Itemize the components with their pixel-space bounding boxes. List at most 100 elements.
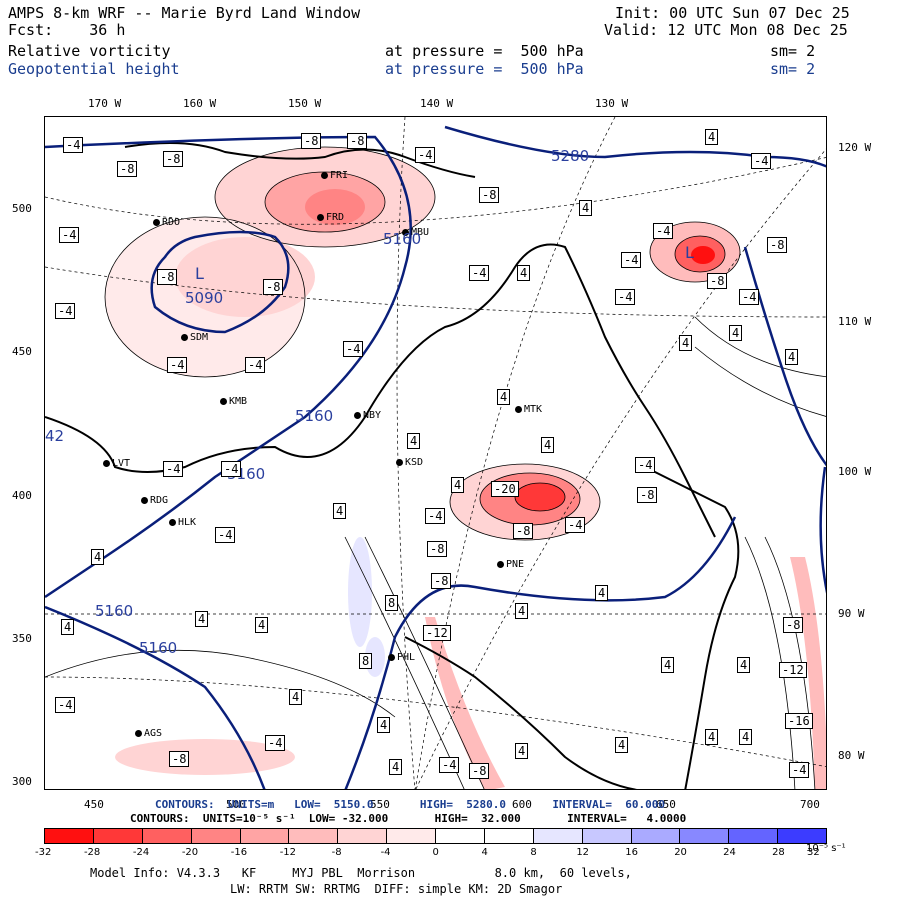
station-marker: KSD: [396, 457, 423, 468]
contour-label: -4: [751, 153, 772, 169]
colorbar-segment: [240, 829, 290, 843]
contour-label: -4: [425, 508, 446, 524]
contour-label: 4: [517, 265, 531, 281]
field2-name: Geopotential height: [8, 60, 180, 78]
lon-label-right: 80 W: [838, 749, 865, 762]
field1-level: at pressure = 500 hPa: [385, 42, 584, 60]
contour-label: 4: [515, 743, 529, 759]
y-tick: 450: [12, 345, 32, 358]
contour-label: -8: [431, 573, 452, 589]
contour-label: 4: [515, 603, 529, 619]
y-tick: 300: [12, 775, 32, 788]
height-label: 5280: [551, 147, 590, 165]
y-tick: 350: [12, 632, 32, 645]
colorbar-tick-label: 32: [807, 847, 820, 858]
init-time: Init: 00 UTC Sun 07 Dec 25: [615, 4, 850, 22]
contour-label: -8: [637, 487, 658, 503]
colorbar-tick-label: -24: [132, 847, 150, 858]
contour-info-height: CONTOURS: UNITS=m LOW= 5150.0 HIGH= 5280…: [155, 798, 665, 811]
contour-label: -8: [301, 133, 322, 149]
contour-label: -4: [621, 252, 642, 268]
lon-label: 160 W: [183, 97, 217, 110]
contour-label: -16: [785, 713, 813, 729]
contour-label: -4: [167, 357, 188, 373]
contour-label: -8: [163, 151, 184, 167]
station-marker: NBY: [354, 410, 381, 421]
colorbar-segment: [142, 829, 192, 843]
map-panel: RDO FRI FRD MBU SDM KMB NBY MTK LVT KSD …: [44, 116, 827, 790]
contour-label: 4: [615, 737, 629, 753]
lon-label-right: 100 W: [838, 465, 872, 478]
station-marker: KMB: [220, 396, 247, 407]
contour-label: -4: [439, 757, 460, 773]
colorbar-tick-label: -20: [181, 847, 199, 858]
colorbar-tick-label: -32: [35, 847, 52, 858]
contour-label: -8: [117, 161, 138, 177]
colorbar-tick-label: 24: [723, 847, 736, 858]
chart-title: AMPS 8-km WRF -- Marie Byrd Land Window: [8, 4, 361, 22]
colorbar-segment: [289, 829, 339, 843]
lon-label-right: 120 W: [838, 141, 872, 154]
contour-label: -4: [635, 457, 656, 473]
contour-label: -4: [63, 137, 84, 153]
contour-label: -8: [263, 279, 284, 295]
contour-label: -4: [615, 289, 636, 305]
contour-label: -8: [513, 523, 534, 539]
contour-label: -4: [59, 227, 80, 243]
colorbar-tick-label: -28: [83, 847, 101, 858]
colorbar-tick-label: 4: [481, 847, 488, 858]
contour-label: 4: [289, 689, 303, 705]
x-tick: 700: [800, 798, 820, 811]
forecast-hour: Fcst: 36 h: [8, 21, 126, 39]
colorbar-segment: [582, 829, 632, 843]
field1-smoothing: sm= 2: [770, 42, 816, 60]
contour-label: -8: [347, 133, 368, 149]
model-info: Model Info: V4.3.3 KF MYJ PBL Morrison 8…: [90, 866, 632, 880]
contour-label: 4: [497, 389, 511, 405]
contour-label: 4: [705, 129, 719, 145]
contour-label: 4: [739, 729, 753, 745]
contour-label: -8: [169, 751, 190, 767]
station-marker: SDM: [181, 332, 208, 343]
contour-label: -12: [779, 662, 807, 678]
colorbar-segment: [533, 829, 583, 843]
height-label: 5160: [139, 639, 178, 657]
colorbar-tick-label: -12: [279, 847, 297, 858]
station-marker: FRI: [321, 170, 348, 181]
contour-label: -8: [783, 617, 804, 633]
contour-label: -12: [423, 625, 451, 641]
colorbar-tick-label: -8: [331, 847, 342, 858]
contour-label: 4: [729, 325, 743, 341]
contour-label: -4: [469, 265, 490, 281]
station-marker: RDO: [153, 217, 180, 228]
x-tick: 650: [656, 798, 676, 811]
colorbar-segment: [729, 829, 779, 843]
station-marker: LVT: [103, 458, 130, 469]
contour-label: -4: [215, 527, 236, 543]
lon-label-right: 90 W: [838, 607, 865, 620]
colorbar-segment: [338, 829, 388, 843]
low-pressure-marker: L: [685, 243, 694, 262]
station-marker: AGS: [135, 728, 162, 739]
colorbar-segment: [45, 829, 94, 843]
contour-label: -4: [221, 461, 242, 477]
contour-label: 4: [91, 549, 105, 565]
colorbar-tick-label: 16: [625, 847, 638, 858]
field2-smoothing: sm= 2: [770, 60, 816, 78]
y-tick: 500: [12, 202, 32, 215]
contour-label: 4: [595, 585, 609, 601]
x-tick: 550: [370, 798, 390, 811]
contour-label: 4: [679, 335, 693, 351]
x-tick: 600: [512, 798, 532, 811]
vorticity-shading: [105, 147, 826, 789]
graticule: [45, 117, 826, 789]
colorbar-tick-label: 20: [674, 847, 687, 858]
contour-label: -4: [739, 289, 760, 305]
field2-level: at pressure = 500 hPa: [385, 60, 584, 78]
contour-label: 4: [377, 717, 391, 733]
station-marker: RDG: [141, 495, 168, 506]
contour-label: -4: [55, 303, 76, 319]
contour-label: -4: [245, 357, 266, 373]
lon-label: 140 W: [420, 97, 454, 110]
x-tick: 450: [84, 798, 104, 811]
